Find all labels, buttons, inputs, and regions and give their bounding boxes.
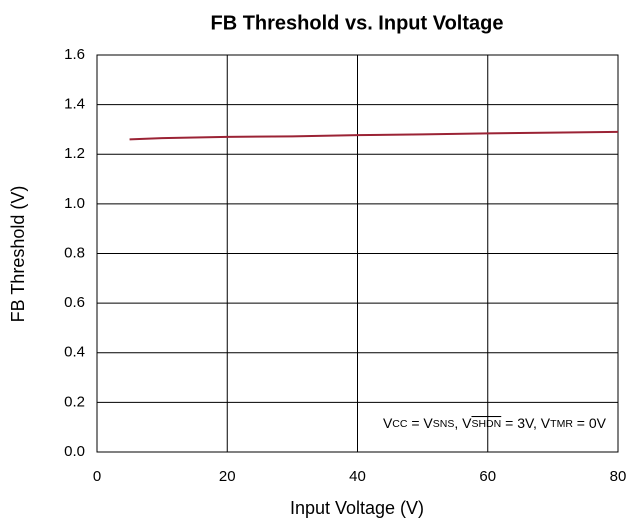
annotation-part: = 3V, V xyxy=(501,415,551,431)
x-tick-label: 0 xyxy=(93,468,101,485)
x-tick-label: 40 xyxy=(349,468,366,485)
annotation-part: SHDN xyxy=(471,418,501,430)
annotation-part: TMR xyxy=(550,418,573,430)
annotation-part: , V xyxy=(454,415,472,431)
annotation-part: SNS xyxy=(433,418,455,430)
annotation-part: = 0V xyxy=(573,415,607,431)
y-axis-label: FB Threshold (V) xyxy=(8,186,28,323)
y-tick-label: 1.4 xyxy=(64,96,85,113)
data-line xyxy=(129,130,619,141)
annotation-part: V xyxy=(383,415,393,431)
y-tick-label: 0.8 xyxy=(64,244,85,261)
y-tick-label: 1.6 xyxy=(64,46,85,63)
y-tick-label: 0.0 xyxy=(64,443,85,460)
annotation: VCC = VSNS, VSHDN = 3V, VTMR = 0V xyxy=(383,415,607,431)
x-axis-label: Input Voltage (V) xyxy=(290,498,424,518)
y-tick-label: 1.0 xyxy=(64,195,85,212)
y-tick-label: 0.4 xyxy=(64,344,85,361)
chart-title: FB Threshold vs. Input Voltage xyxy=(211,12,504,34)
y-tick-label: 1.2 xyxy=(64,145,85,162)
x-tick-label: 80 xyxy=(610,468,627,485)
y-tick-label: 0.6 xyxy=(64,294,85,311)
annotation-part: = V xyxy=(407,415,433,431)
annotation-part: CC xyxy=(392,418,408,430)
x-tick-label: 20 xyxy=(219,468,236,485)
y-tick-label: 0.2 xyxy=(64,393,85,410)
annotation-bg xyxy=(377,411,612,434)
plot-frame xyxy=(96,54,619,453)
x-tick-label: 60 xyxy=(479,468,496,485)
